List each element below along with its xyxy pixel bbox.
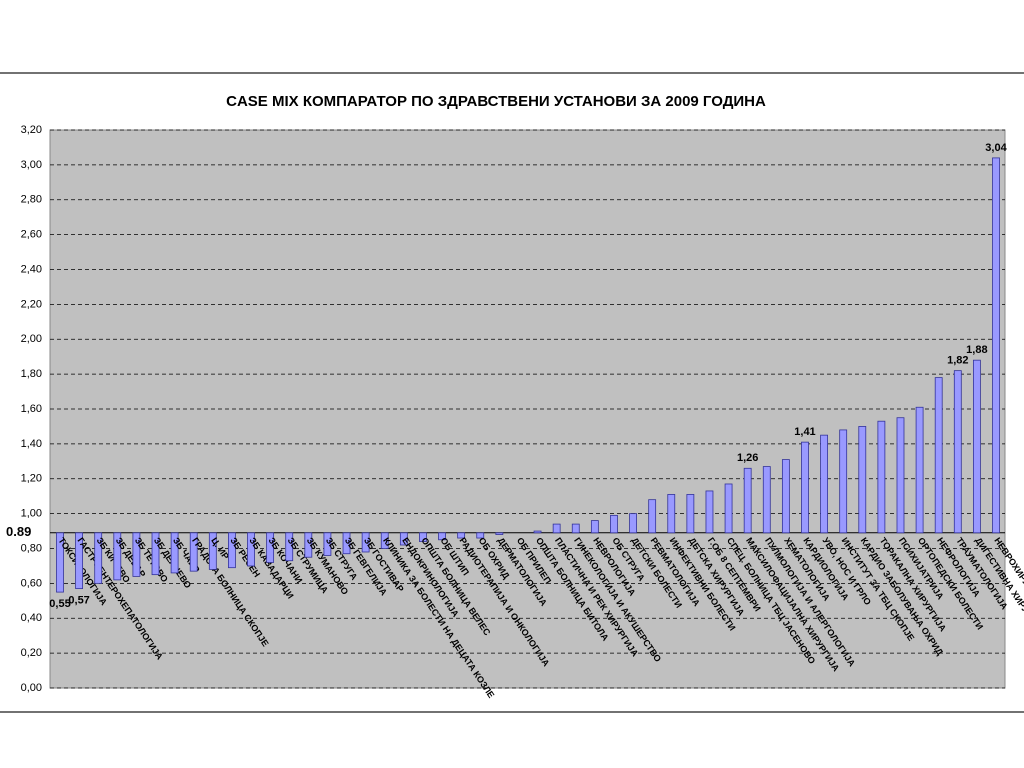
y-tick-label: 2,40 <box>21 263 42 275</box>
bar <box>972 359 981 534</box>
bar <box>762 466 771 534</box>
bar <box>94 532 103 584</box>
bar <box>170 532 179 574</box>
bar <box>705 490 714 534</box>
bar <box>877 420 886 534</box>
bar <box>590 520 599 534</box>
bar <box>438 532 446 541</box>
bar <box>304 532 313 558</box>
bar <box>380 532 389 549</box>
bar <box>75 532 84 590</box>
value-label: 0,57 <box>68 595 89 607</box>
value-label: 1,26 <box>737 452 758 464</box>
bar <box>323 532 332 556</box>
chart-title: CASE MIX КОМПАРАТОР ПО ЗДРАВСТВЕНИ УСТАН… <box>226 93 766 110</box>
bar <box>399 532 408 546</box>
bar <box>189 532 198 572</box>
value-label: 1,41 <box>794 426 815 438</box>
bar <box>266 532 275 563</box>
value-label: 1,82 <box>947 355 968 367</box>
y-tick-label: 2,60 <box>21 229 42 241</box>
bar <box>992 157 1000 534</box>
bar <box>858 426 867 534</box>
y-tick-label: 0,40 <box>21 612 42 624</box>
bar <box>552 523 561 534</box>
bar <box>743 467 752 534</box>
bar <box>457 532 466 539</box>
bar <box>610 514 618 534</box>
y-tick-label: 3,20 <box>21 124 42 136</box>
bar <box>667 494 676 534</box>
bar <box>801 441 809 534</box>
bar <box>419 532 427 542</box>
value-label: 0,55 <box>49 598 70 610</box>
value-label: 3,04 <box>985 142 1007 154</box>
bar <box>132 532 141 577</box>
y-tick-label: 1,40 <box>21 438 42 450</box>
bar <box>533 530 542 534</box>
y-tick-label: 0,00 <box>21 682 42 694</box>
baseline-label: 0.89 <box>6 524 31 539</box>
bar <box>476 532 485 539</box>
y-tick-label: 1,20 <box>21 473 42 485</box>
bar <box>781 459 790 534</box>
bar <box>839 429 848 534</box>
y-tick-label: 0,80 <box>21 542 42 554</box>
bar <box>208 532 217 570</box>
bar <box>686 494 695 534</box>
bar <box>896 417 905 534</box>
bar <box>571 523 580 534</box>
bar <box>342 532 351 555</box>
bar <box>629 513 637 534</box>
y-tick-label: 3,00 <box>21 159 42 171</box>
bar <box>361 532 370 553</box>
y-tick-label: 1,80 <box>21 368 42 380</box>
bar <box>724 483 733 534</box>
y-tick-label: 2,80 <box>21 194 42 206</box>
bar <box>113 532 122 581</box>
y-tick-label: 0,20 <box>21 647 42 659</box>
bar <box>820 434 828 534</box>
bar <box>495 532 504 535</box>
bar <box>151 532 160 576</box>
y-tick-label: 1,00 <box>21 508 42 520</box>
y-tick-label: 1,60 <box>21 403 42 415</box>
bar <box>934 377 943 534</box>
y-tick-label: 0,60 <box>21 577 42 589</box>
bar <box>228 532 236 569</box>
y-tick-label: 2,20 <box>21 298 42 310</box>
value-label: 1,88 <box>966 344 987 356</box>
bar <box>56 532 64 593</box>
bar <box>285 532 294 562</box>
bar <box>247 532 255 567</box>
y-tick-label: 2,00 <box>21 333 42 345</box>
bar <box>648 499 657 534</box>
bar <box>953 370 962 534</box>
bar <box>915 406 924 534</box>
